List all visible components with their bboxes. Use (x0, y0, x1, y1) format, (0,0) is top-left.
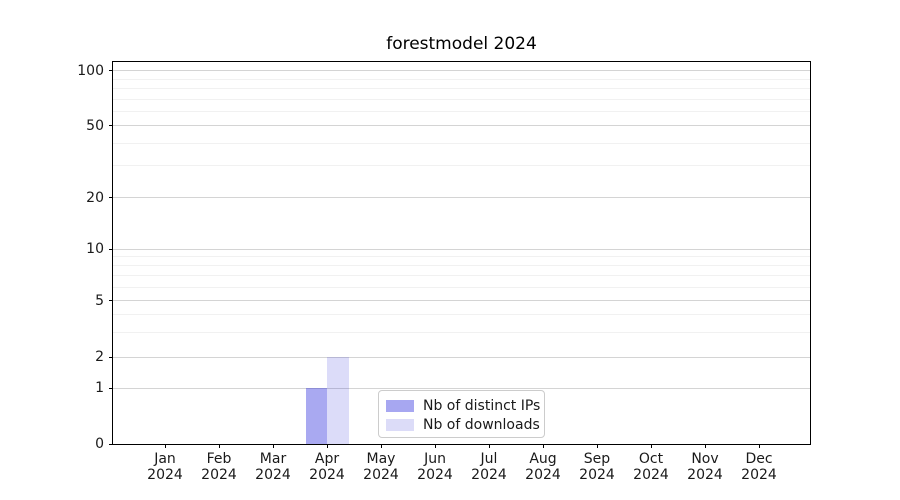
y-axis-tick-label: 2 (95, 349, 104, 365)
legend-item-distinct-ips: Nb of distinct IPs (386, 396, 540, 415)
chart-title: forestmodel 2024 (386, 34, 537, 54)
x-axis-tick-label-line: Nov (691, 451, 719, 467)
legend-swatch-distinct-ips (386, 399, 414, 412)
y-axis-tick-label: 10 (86, 241, 104, 257)
x-axis-tick-label-line: May (366, 451, 396, 467)
x-axis-tick (650, 444, 652, 448)
y-axis-tick-label: 0 (95, 436, 104, 452)
x-axis-tick-label-line: Oct (638, 451, 664, 467)
gridline-minor (113, 78, 810, 80)
y-axis-tick (109, 125, 113, 127)
x-axis-tick (272, 444, 274, 448)
x-axis-tick-label-line: Mar (259, 451, 287, 467)
x-axis-tick-label-line: 2024 (255, 467, 291, 483)
x-axis-tick (596, 444, 598, 448)
x-axis-tick-label-line: Jan (154, 451, 176, 467)
x-axis-tick-label: Feb 2024 (187, 451, 251, 483)
gridline-minor (113, 286, 810, 288)
x-axis-tick-label-line: 2024 (525, 467, 561, 483)
x-axis-tick-label: Dec 2024 (727, 451, 791, 483)
legend-swatch-downloads (386, 418, 414, 431)
y-axis-tick (109, 300, 113, 302)
x-axis-tick-label-line: Jul (480, 451, 498, 467)
x-axis-tick-label-line: 2024 (309, 467, 345, 483)
x-axis-tick (380, 444, 382, 448)
x-axis-tick-label-line: 2024 (741, 467, 777, 483)
legend-item-downloads: Nb of downloads (386, 415, 540, 434)
gridline-minor (113, 275, 810, 277)
bar-downloads (327, 357, 349, 444)
x-axis-tick-label-line: 2024 (417, 467, 453, 483)
x-axis-tick-label: May 2024 (349, 451, 413, 483)
x-axis-tick-label-line: Apr (314, 451, 340, 467)
x-axis-tick (488, 444, 490, 448)
y-axis-tick-label: 50 (86, 117, 104, 134)
x-axis-tick-label: Jan 2024 (133, 451, 197, 483)
gridline-major (113, 125, 810, 127)
y-axis-tick (109, 197, 113, 199)
y-axis-tick (109, 70, 113, 72)
gridline-major (113, 387, 810, 389)
x-axis-tick (542, 444, 544, 448)
legend-label-distinct-ips: Nb of distinct IPs (423, 397, 541, 414)
x-axis-tick-label-line: Feb (206, 451, 232, 467)
gridline-minor (113, 313, 810, 315)
x-axis-tick-label-line: 2024 (363, 467, 399, 483)
legend: Nb of distinct IPs Nb of downloads (378, 390, 545, 438)
x-axis-tick (218, 444, 220, 448)
gridline-minor (113, 265, 810, 267)
x-axis-tick-label: Sep 2024 (565, 451, 629, 483)
gridline-major (113, 300, 810, 302)
gridline-minor (113, 256, 810, 258)
x-axis-tick-label-line: 2024 (687, 467, 723, 483)
x-axis-tick-label-line: 2024 (579, 467, 615, 483)
x-axis-tick-label-line: 2024 (471, 467, 507, 483)
gridline-minor (113, 142, 810, 144)
x-axis-tick (434, 444, 436, 448)
x-axis-tick-label-line: 2024 (201, 467, 237, 483)
x-axis-tick (326, 444, 328, 448)
gridline-major (113, 356, 810, 358)
gridline-major (113, 197, 810, 199)
x-axis-tick-label: Jun 2024 (403, 451, 467, 483)
gridline-minor (113, 87, 810, 89)
plot-area: 0 1 2 5 10 20 50 100 Jan 2024 Feb 2024 Mar 2024 Apr 202… (77, 62, 810, 483)
x-axis-tick-label: Aug 2024 (511, 451, 575, 483)
gridline-minor (113, 110, 810, 112)
y-axis-tick-label: 1 (95, 380, 104, 396)
x-axis-tick-label: Jul 2024 (457, 451, 521, 483)
x-axis-tick-label: Oct 2024 (619, 451, 683, 483)
gridline-major (113, 248, 810, 250)
y-axis-tick (109, 387, 113, 389)
x-axis-tick-label-line: 2024 (147, 467, 183, 483)
x-axis-tick-label-line: Sep (583, 451, 611, 467)
gridline-minor (113, 331, 810, 333)
y-axis-tick-label: 100 (77, 62, 104, 79)
y-axis-tick-label: 5 (95, 292, 104, 309)
x-axis-tick-label: Apr 2024 (295, 451, 359, 483)
bar-distinct-ips (305, 388, 327, 444)
y-axis-tick (109, 356, 113, 358)
y-axis-tick (109, 248, 113, 250)
x-axis-tick-label-line: 2024 (633, 467, 669, 483)
x-axis-tick-label-line: Aug (529, 451, 557, 467)
gridline-minor (113, 165, 810, 167)
x-axis-tick (704, 444, 706, 448)
y-axis-tick-label: 20 (86, 189, 104, 206)
gridline-major (113, 70, 810, 72)
y-axis-tick (109, 443, 113, 445)
x-axis-tick (758, 444, 760, 448)
gridline-minor (113, 98, 810, 100)
x-axis-tick (164, 444, 166, 448)
x-axis-tick-label-line: Jun (424, 451, 446, 467)
x-axis-tick-label-line: Dec (745, 451, 773, 467)
x-axis-tick-label: Nov 2024 (673, 451, 737, 483)
x-axis-tick-label: Mar 2024 (241, 451, 305, 483)
legend-label-downloads: Nb of downloads (423, 416, 540, 433)
